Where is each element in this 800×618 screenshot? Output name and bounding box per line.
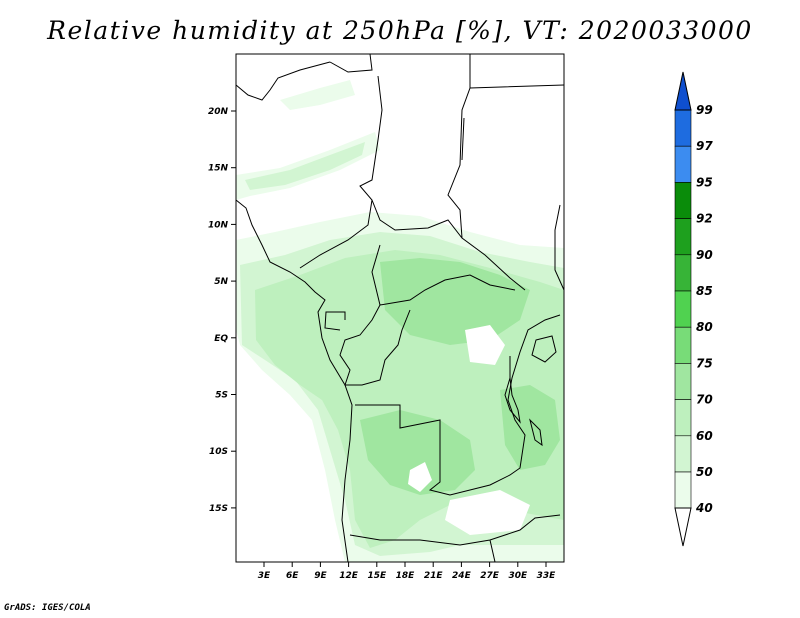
lon-tick-label: 30E <box>508 571 528 581</box>
colorbar-segment <box>674 290 692 328</box>
lat-tick-label: 15N <box>208 164 229 174</box>
grads-credit: GrADS: IGES/COLA <box>4 603 91 613</box>
humidity-field <box>236 80 564 562</box>
dry-pocket-2 <box>408 462 432 492</box>
colorbar-label: 75 <box>696 356 713 370</box>
lat-tick-label: 15S <box>209 504 228 514</box>
dry-pocket-3 <box>445 490 530 535</box>
lon-tick-label: 27E <box>480 571 500 581</box>
humidity-contour-70 <box>380 258 530 345</box>
map-title: Relative humidity at 250hPa [%], VT: 202… <box>47 16 753 45</box>
colorbar-label: 99 <box>696 103 713 117</box>
boundaries <box>236 54 564 562</box>
lon-tick-label: 9E <box>314 571 327 581</box>
lon-tick-label: 21E <box>424 571 444 581</box>
colorbar-segment <box>674 363 692 400</box>
humidity-contour-50b <box>245 142 365 190</box>
lat-tick-label: EQ <box>214 334 228 344</box>
colorbar-bottom-arrow <box>674 507 692 547</box>
colorbar-segment <box>674 182 692 219</box>
lon-tick-label: 15E <box>367 571 387 581</box>
colorbar-label: 40 <box>695 501 713 515</box>
colorbar-segment <box>674 218 692 256</box>
country-borders <box>299 54 564 562</box>
latitude-axis: 20N 15N 10N 5N EQ 5S 10S 15S <box>208 107 236 514</box>
humidity-contour-40c <box>280 80 355 110</box>
coastline <box>236 61 353 562</box>
lon-tick-label: 24E <box>452 571 472 581</box>
colorbar-label: 90 <box>696 248 713 262</box>
colorbar-segment <box>674 254 692 292</box>
dry-pocket-1 <box>465 325 505 365</box>
lat-tick-label: 10S <box>209 447 228 457</box>
colorbar-label: 50 <box>696 465 713 479</box>
lat-tick-label: 20N <box>208 107 229 117</box>
colorbar-label: 95 <box>696 175 713 189</box>
colorbar-segment <box>674 471 692 509</box>
map-frame <box>235 53 565 563</box>
colorbar-label: 80 <box>696 320 713 334</box>
lat-tick-label: 10N <box>208 220 229 230</box>
colorbar-segment <box>674 326 692 364</box>
colorbar-segment <box>674 435 692 473</box>
humidity-contour-70c <box>500 385 560 470</box>
lon-tick-label: 18E <box>396 571 416 581</box>
humidity-contour-70b <box>360 410 475 495</box>
colorbar-segment <box>674 399 692 437</box>
colorbar-label: 70 <box>696 393 713 407</box>
lon-tick-label: 12E <box>339 571 359 581</box>
colorbar-label: 85 <box>696 284 713 298</box>
colorbar-label: 97 <box>696 139 713 153</box>
colorbar-label: 92 <box>696 212 713 226</box>
colorbar-label: 60 <box>696 429 713 443</box>
lat-tick-label: 5N <box>214 277 228 287</box>
lon-tick-label: 33E <box>537 571 557 581</box>
lakes <box>504 335 557 447</box>
lon-tick-label: 6E <box>286 571 299 581</box>
longitude-axis: 3E 6E 9E 12E 15E 18E 21E 24E 27E 30E 33E <box>258 562 556 581</box>
lon-tick-label: 3E <box>258 571 271 581</box>
colorbar-segment <box>674 109 692 147</box>
colorbar: 99 97 95 92 90 85 80 75 70 60 50 40 <box>674 71 713 547</box>
lat-tick-label: 5S <box>215 391 228 401</box>
colorbar-top-arrow <box>674 71 692 111</box>
colorbar-segment <box>674 145 692 183</box>
